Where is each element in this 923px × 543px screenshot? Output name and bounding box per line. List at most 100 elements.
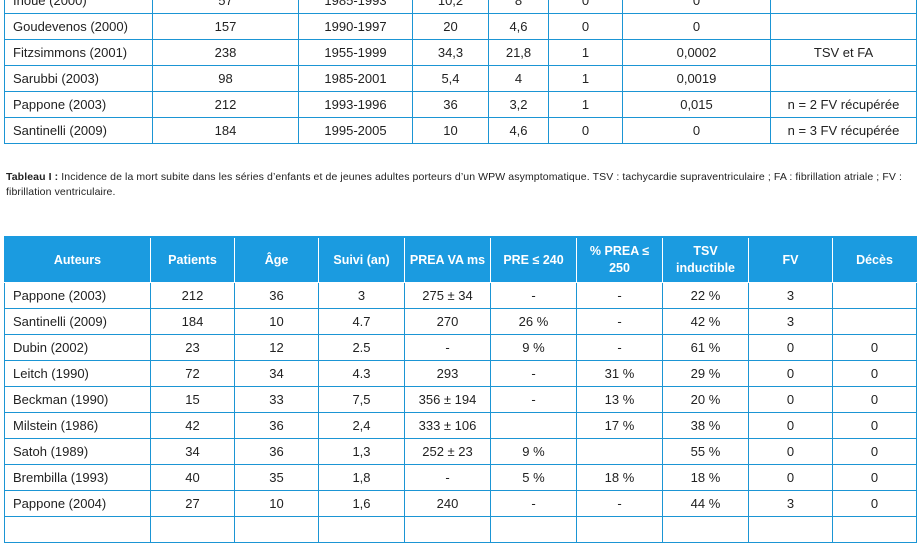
table-cell: 1	[548, 91, 623, 118]
table-cell: 0	[748, 386, 833, 413]
table-cell: 0	[548, 13, 623, 40]
table-cell: 18 %	[576, 464, 663, 491]
table-cell	[234, 516, 319, 543]
table-cell: 10	[234, 490, 319, 517]
table-cell: 0,0019	[622, 65, 771, 92]
caption-text: Incidence de la mort subite dans les sér…	[6, 171, 902, 198]
table-cell: TSV et FA	[770, 39, 917, 66]
table-cell: Dubin (2002)	[4, 334, 151, 361]
table-cell: 270	[404, 308, 491, 335]
table-cell: 98	[152, 65, 299, 92]
table-cell: 1985-2001	[298, 65, 413, 92]
incidence-table-body: Inoue (2000) 57 1985-1993 10,2 8 0 0 Goudevenos…	[4, 0, 917, 144]
table-row: Santinelli (2009) 184 10 4.7 270 26 % -42 % 3	[4, 308, 917, 335]
table-cell: Pappone (2003)	[4, 91, 153, 118]
table-cell: -	[576, 490, 663, 517]
table-cell: 0	[832, 438, 917, 465]
table-cell: 22 %	[662, 282, 749, 309]
table-row: Inoue (2000) 57 1985-1993 10,2 8 0 0	[4, 0, 917, 14]
table-cell: -	[404, 464, 491, 491]
table-cell: 212	[152, 91, 299, 118]
table-row: Satoh (1989) 34 36 1,3 252 ± 23 9 % 55 % 0 0	[4, 438, 917, 465]
table-row: Santinelli (2009) 184 1995-2005 10 4,6 0 0 n = …	[4, 117, 917, 144]
table-cell	[770, 0, 917, 14]
table-cell: 1	[548, 65, 623, 92]
table-cell	[748, 516, 833, 543]
table-cell: Leitch (1990)	[4, 360, 151, 387]
table-cell: 238	[152, 39, 299, 66]
table-cell: 0,0002	[622, 39, 771, 66]
table-cell: Milstein (1986)	[4, 412, 151, 439]
table-row: Fitzsimmons (2001) 238 1955-1999 34,3 21,8 1 0…	[4, 39, 917, 66]
column-header: FV	[748, 236, 833, 283]
table-cell: 34	[150, 438, 235, 465]
table-cell: 26 %	[490, 308, 577, 335]
column-header: Suivi (an)	[318, 236, 405, 283]
table-cell: 13 %	[576, 386, 663, 413]
table-cell: 0	[748, 412, 833, 439]
table-cell: 4,6	[488, 117, 549, 144]
column-header: PRE ≤ 240	[490, 236, 577, 283]
table-row: Beckman (1990) 15 33 7,5 356 ± 194-13 % 20 % 0…	[4, 386, 917, 413]
table-cell: 1,3	[318, 438, 405, 465]
table-cell: 2.5	[318, 334, 405, 361]
table-cell: Inoue (2000)	[4, 0, 153, 14]
table-cell: 1955-1999	[298, 39, 413, 66]
table-cell	[4, 516, 151, 543]
table-cell: 3	[748, 282, 833, 309]
table-caption: Tableau I : Incidence de la mort subite …	[6, 170, 916, 200]
table-cell: 7,5	[318, 386, 405, 413]
table-cell: 23	[150, 334, 235, 361]
table-cell: 0	[622, 0, 771, 14]
table-cell: 3	[318, 282, 405, 309]
table-cell: -	[490, 490, 577, 517]
table-cell	[404, 516, 491, 543]
column-header: % PREA ≤ 250	[576, 236, 663, 283]
table-cell: 36	[234, 438, 319, 465]
table-cell: 0	[748, 334, 833, 361]
table-cell: 9 %	[490, 438, 577, 465]
table-cell	[576, 516, 663, 543]
table-cell: Sarubbi (2003)	[4, 65, 153, 92]
table-cell: Pappone (2004)	[4, 490, 151, 517]
table-cell: 0	[548, 117, 623, 144]
table-cell: 184	[152, 117, 299, 144]
table-row: Dubin (2002) 23 12 2.5-9 % -61 % 0 0	[4, 334, 917, 361]
table-cell: Santinelli (2009)	[4, 308, 151, 335]
table-cell: 0	[622, 117, 771, 144]
table-cell	[770, 13, 917, 40]
table-cell: 1,8	[318, 464, 405, 491]
table-cell	[150, 516, 235, 543]
table-cell: 5 %	[490, 464, 577, 491]
table-cell: 34	[234, 360, 319, 387]
table-cell: 10	[234, 308, 319, 335]
table-cell: 1993-1996	[298, 91, 413, 118]
table-cell: 1990-1997	[298, 13, 413, 40]
table-cell: 34,3	[412, 39, 489, 66]
table-cell	[832, 516, 917, 543]
table-cell: 0	[832, 386, 917, 413]
table-cell: 3,2	[488, 91, 549, 118]
column-header: TSV inductible	[662, 236, 749, 283]
table-cell: 333 ± 106	[404, 412, 491, 439]
table-cell: 12	[234, 334, 319, 361]
table-cell: 4.3	[318, 360, 405, 387]
table-cell: 0	[748, 438, 833, 465]
table-cell: 15	[150, 386, 235, 413]
table-cell: 61 %	[662, 334, 749, 361]
table-cell: 1985-1993	[298, 0, 413, 14]
column-header: Âge	[234, 236, 319, 283]
table-cell: 0,015	[622, 91, 771, 118]
table-cell: Brembilla (1993)	[4, 464, 151, 491]
table-cell: 0	[832, 334, 917, 361]
table-cell: n = 2 FV récupérée	[770, 91, 917, 118]
table-cell: 0	[748, 464, 833, 491]
table-cell: Satoh (1989)	[4, 438, 151, 465]
table-cell: 0	[622, 13, 771, 40]
table-cell: 1995-2005	[298, 117, 413, 144]
table-cell: 10,2	[412, 0, 489, 14]
table-cell: -	[576, 334, 663, 361]
table-cell	[832, 282, 917, 309]
table-cell	[832, 308, 917, 335]
follow-up-table-header: Auteurs Patients Âge Suivi (an) PREA VA ms PR…	[4, 236, 917, 283]
